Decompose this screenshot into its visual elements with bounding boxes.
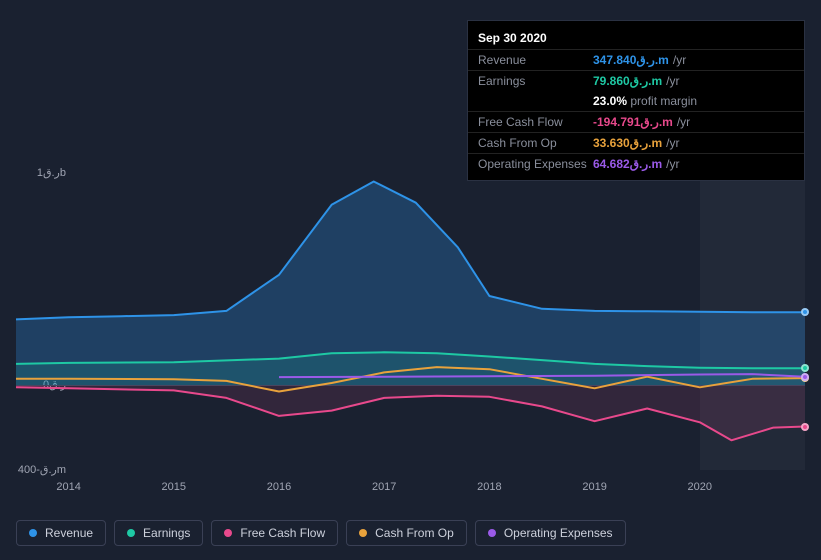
series-operating-expenses <box>16 173 805 470</box>
legend-label: Revenue <box>45 526 93 540</box>
tooltip-row-label: Operating Expenses <box>478 157 593 171</box>
tooltip-row-unit: /yr <box>666 136 679 150</box>
x-axis-label: 2017 <box>372 481 396 493</box>
x-axis-label: 2018 <box>477 481 501 493</box>
legend-label: Cash From Op <box>375 526 454 540</box>
legend-item-operating-expenses[interactable]: Operating Expenses <box>475 520 626 546</box>
tooltip-row: Cash From Op33.630ر.ق.m/yr <box>468 132 804 153</box>
tooltip-row: Operating Expenses64.682ر.ق.m/yr <box>468 153 804 174</box>
legend-label: Earnings <box>143 526 190 540</box>
legend-item-revenue[interactable]: Revenue <box>16 520 106 546</box>
tooltip-date: Sep 30 2020 <box>468 27 804 49</box>
legend-label: Free Cash Flow <box>240 526 325 540</box>
tooltip-row-unit: /yr <box>677 115 690 129</box>
tooltip-row-value: 79.860ر.ق.m <box>593 74 662 88</box>
tooltip-row-value: 347.840ر.ق.m <box>593 53 669 67</box>
legend-item-free-cash-flow[interactable]: Free Cash Flow <box>211 520 338 546</box>
tooltip-row-unit: /yr <box>666 74 679 88</box>
chart-plot-area[interactable] <box>16 173 805 470</box>
x-axis-label: 2014 <box>56 481 80 493</box>
tooltip-row: Revenue347.840ر.ق.m/yr <box>468 49 804 70</box>
legend-dot-icon <box>29 529 37 537</box>
chart-tooltip: Sep 30 2020 Revenue347.840ر.ق.m/yrEarnin… <box>467 20 805 181</box>
tooltip-row-unit: /yr <box>666 157 679 171</box>
tooltip-row-value: 64.682ر.ق.m <box>593 157 662 171</box>
legend-dot-icon <box>127 529 135 537</box>
chart-legend: Revenue Earnings Free Cash Flow Cash From O… <box>16 520 626 546</box>
legend-item-earnings[interactable]: Earnings <box>114 520 203 546</box>
tooltip-row: Free Cash Flow-194.791ر.ق.m/yr <box>468 111 804 132</box>
tooltip-profit-margin: 23.0% profit margin <box>468 91 804 111</box>
tooltip-row-label: Cash From Op <box>478 136 593 150</box>
financial-chart: ر.ق1bر.ق0ر.ق-400m 2014201520162017201820… <box>16 155 805 495</box>
x-axis-label: 2020 <box>688 481 712 493</box>
tooltip-row-label: Earnings <box>478 74 593 88</box>
tooltip-row-unit: /yr <box>673 53 686 67</box>
legend-dot-icon <box>488 529 496 537</box>
series-end-marker <box>801 373 809 381</box>
tooltip-row-label: Revenue <box>478 53 593 67</box>
x-axis-label: 2019 <box>582 481 606 493</box>
tooltip-row-value: -194.791ر.ق.m <box>593 115 673 129</box>
tooltip-row: Earnings79.860ر.ق.m/yr <box>468 70 804 91</box>
tooltip-row-value: 33.630ر.ق.m <box>593 136 662 150</box>
legend-item-cash-from-op[interactable]: Cash From Op <box>346 520 467 546</box>
legend-label: Operating Expenses <box>504 526 613 540</box>
tooltip-row-label: Free Cash Flow <box>478 115 593 129</box>
legend-dot-icon <box>359 529 367 537</box>
x-axis-label: 2016 <box>267 481 291 493</box>
legend-dot-icon <box>224 529 232 537</box>
x-axis-label: 2015 <box>162 481 186 493</box>
